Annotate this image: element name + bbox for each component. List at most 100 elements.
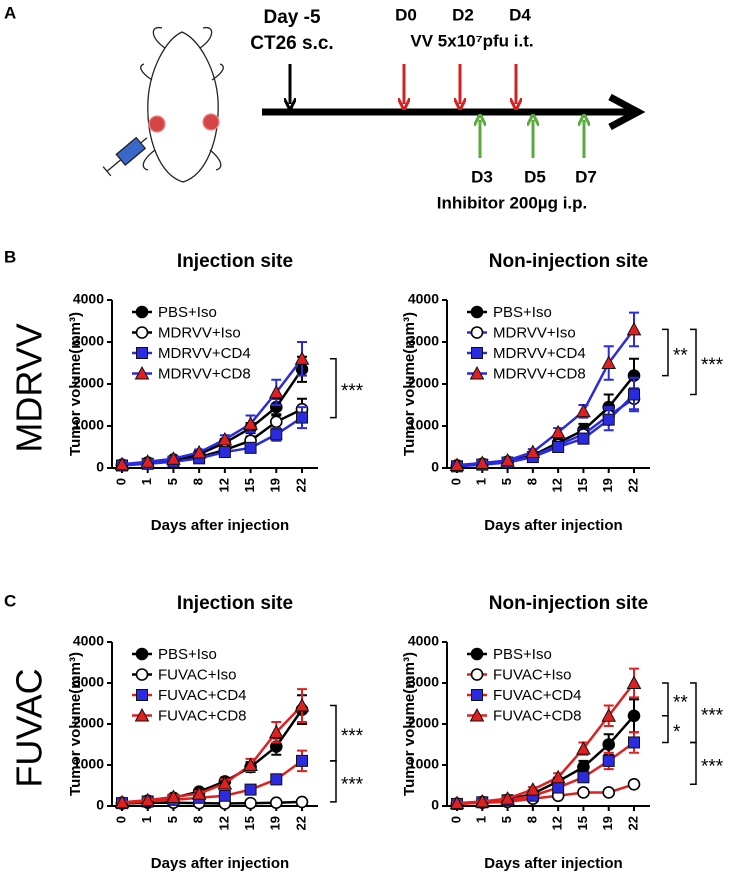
y-tick-label: 3000: [73, 333, 104, 349]
data-point: [140, 792, 156, 807]
x-tick-label: 1: [139, 816, 154, 823]
data-point: [471, 347, 483, 359]
data-point: [243, 416, 258, 430]
data-point: [470, 326, 484, 339]
timeline-label: D2: [452, 5, 474, 24]
panel-letter: C: [4, 591, 16, 610]
y-tick-label: 2000: [73, 715, 104, 731]
data-point: [270, 428, 283, 441]
x-tick-label: 22: [293, 816, 308, 830]
significance-label: **: [673, 692, 688, 713]
x-tick-label: 12: [550, 816, 565, 830]
legend-label: MDRVV+Iso: [158, 324, 241, 341]
y-tick-label: 3000: [408, 333, 439, 349]
legend-label: FUVAC+Iso: [493, 666, 572, 683]
y-tick-label: 1000: [408, 417, 439, 433]
significance-label: ***: [701, 756, 724, 777]
data-point: [577, 760, 590, 774]
legend-label: FUVAC+Iso: [158, 666, 237, 683]
y-axis-label: Tumor volume(mm³): [67, 652, 84, 796]
x-tick-label: 12: [216, 816, 231, 830]
x-tick-label: 5: [499, 816, 514, 823]
timeline-arrowhead: [608, 93, 646, 131]
significance-bracket: [662, 715, 669, 744]
data-point: [166, 789, 181, 803]
mouse-illustration: [102, 26, 224, 183]
data-point: [602, 413, 615, 426]
legend-label: FUVAC+CD8: [493, 707, 582, 724]
chart-title: Non-injection site: [489, 251, 648, 272]
data-point: [136, 689, 148, 701]
legend-label: MDRVV+CD4: [158, 345, 251, 362]
data-point: [577, 786, 590, 799]
data-point: [134, 365, 150, 380]
data-point: [294, 698, 310, 712]
significance-bracket: [662, 328, 669, 377]
x-axis-label: Days after injection: [151, 517, 289, 534]
x-tick-label: 5: [165, 478, 180, 485]
data-point: [602, 754, 615, 767]
timeline-label: D4: [509, 5, 531, 24]
x-tick-label: 15: [242, 816, 257, 830]
y-tick-label: 0: [96, 797, 104, 813]
x-tick-label: 12: [550, 478, 565, 492]
data-point: [270, 773, 283, 786]
data-point: [469, 365, 485, 380]
timeline-label: D0: [395, 5, 417, 24]
significance-label: ***: [341, 381, 364, 402]
data-point: [296, 411, 308, 424]
data-point: [166, 451, 181, 465]
data-point: [218, 446, 231, 459]
chart-title: Non-injection site: [489, 593, 648, 614]
x-tick-label: 8: [524, 478, 539, 485]
significance-bracket: [330, 760, 337, 803]
y-tick-label: 1000: [73, 756, 104, 772]
significance-bracket: [662, 682, 669, 717]
x-tick-label: 5: [499, 478, 514, 485]
legend-label: MDRVV+Iso: [493, 324, 576, 341]
legend-label: MDRVV+CD4: [493, 345, 586, 362]
y-tick-label: 4000: [408, 633, 439, 649]
y-tick-label: 2000: [408, 715, 439, 731]
significance-label: ***: [701, 706, 724, 727]
y-tick-label: 4000: [73, 633, 104, 649]
panel-letter: A: [4, 3, 16, 22]
data-point: [577, 432, 590, 445]
data-point: [474, 793, 490, 808]
timeline-label: D5: [524, 167, 546, 186]
legend-label: MDRVV+CD8: [493, 365, 586, 382]
data-point: [136, 347, 148, 359]
data-point: [218, 789, 231, 802]
chart-title: Injection site: [177, 251, 293, 272]
data-point: [550, 769, 566, 784]
x-tick-label: 8: [524, 816, 539, 823]
data-point: [601, 355, 617, 369]
timeline-label: Inhibitor 200µg i.p.: [437, 193, 588, 212]
data-point: [627, 709, 641, 723]
x-tick-label: 5: [165, 816, 180, 823]
y-tick-label: 4000: [408, 291, 439, 307]
data-point: [626, 321, 642, 336]
x-axis-label: Days after injection: [484, 517, 622, 534]
data-point: [576, 403, 591, 418]
timeline-label: D7: [575, 167, 597, 186]
significance-bracket: [690, 741, 697, 786]
data-point: [550, 424, 566, 439]
legend-label: MDRVV+CD8: [158, 365, 251, 382]
data-point: [191, 444, 207, 459]
significance-label: ***: [341, 726, 364, 747]
data-point: [135, 326, 149, 339]
x-tick-label: 22: [293, 478, 308, 492]
legend-label: PBS+Iso: [493, 646, 552, 663]
data-point: [500, 452, 515, 467]
timeline-label: VV 5x10⁷pfu i.t.: [410, 31, 533, 50]
data-point: [602, 786, 616, 799]
data-point: [628, 736, 640, 749]
y-tick-label: 0: [96, 459, 104, 475]
chart-title: Injection site: [177, 593, 293, 614]
significance-bracket: [690, 682, 697, 744]
significance-label: ***: [341, 774, 364, 795]
